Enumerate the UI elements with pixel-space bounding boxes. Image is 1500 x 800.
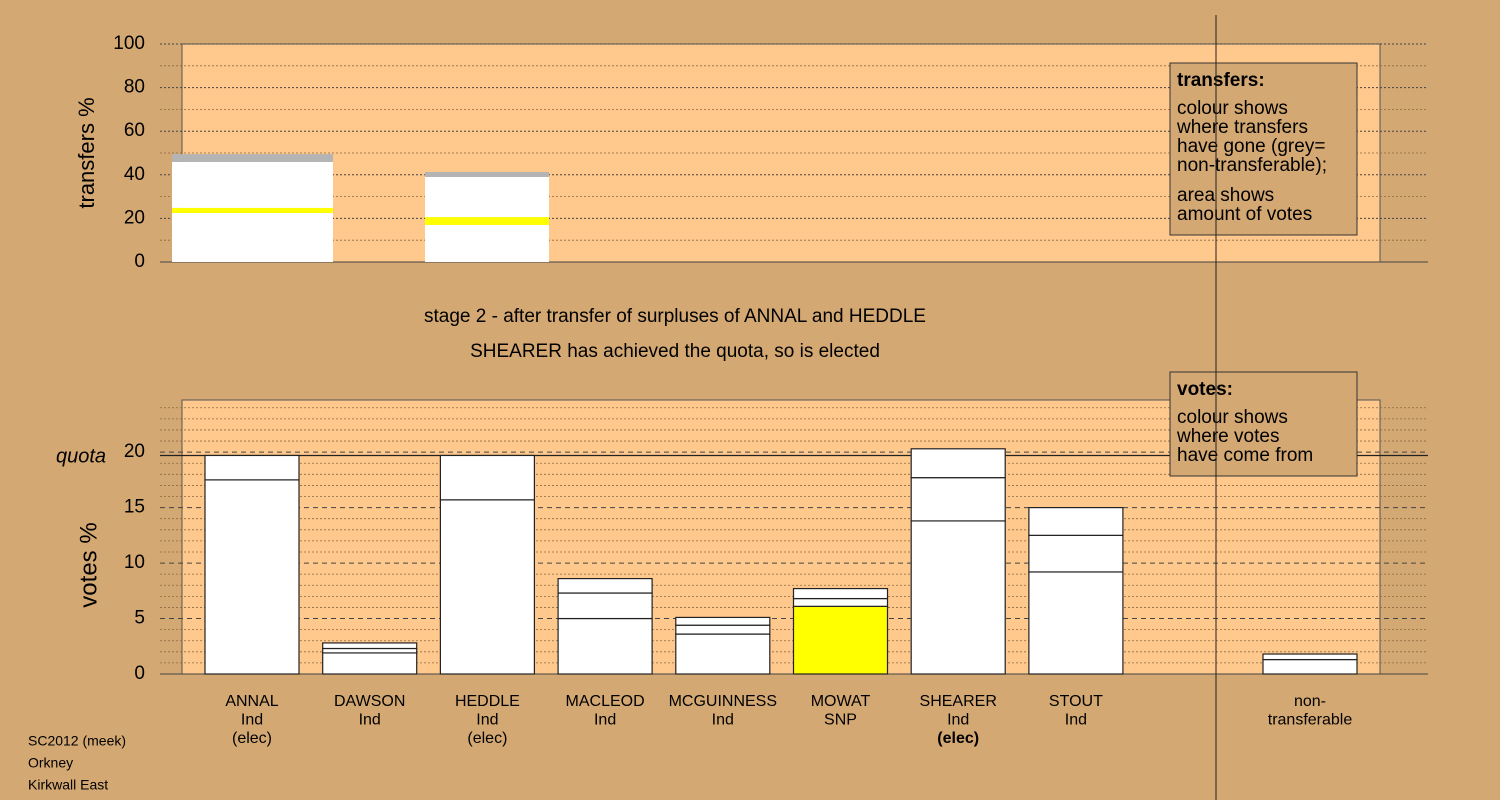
x-tick-label: transferable [1268, 712, 1353, 729]
x-tick-label: Ind [241, 712, 263, 729]
x-tick-label: ANNAL [225, 693, 278, 710]
bar-segment [172, 207, 333, 213]
x-tick-label: Ind [476, 712, 498, 729]
bar-segment [172, 212, 333, 262]
bar-segment [910, 477, 1006, 522]
y-tick-label: 100 [113, 33, 145, 54]
y-tick-label: 20 [124, 441, 145, 462]
x-tick-label: HEDDLE [455, 693, 520, 710]
bar-segment [322, 652, 418, 675]
footer-text: Kirkwall East [28, 777, 108, 793]
bar-segment [557, 617, 653, 675]
bar-segment [1262, 653, 1358, 661]
legend-box [1169, 371, 1358, 477]
bar-segment [425, 224, 549, 262]
x-tick-label: Ind [712, 712, 734, 729]
bar-segment [322, 647, 418, 654]
bar-segment [204, 454, 300, 481]
bar-segment [204, 479, 300, 675]
legend-text: where transfers [1176, 117, 1308, 138]
bar-segment [425, 176, 549, 218]
y-tick-label: 60 [124, 120, 145, 141]
bar-segment [1028, 571, 1124, 675]
quota-label: quota [56, 446, 106, 468]
legend-text: have gone (grey= [1177, 136, 1325, 157]
x-tick-label: (elec) [937, 730, 979, 747]
bar-segment [675, 616, 771, 626]
x-tick-label: STOUT [1049, 693, 1103, 710]
y-axis-label: transfers % [74, 97, 99, 208]
bar-segment [792, 587, 889, 600]
chart-title: SHEARER has achieved the quota, so is el… [470, 341, 880, 362]
x-tick-label: Ind [359, 712, 381, 729]
legend-text: colour shows [1177, 98, 1288, 119]
y-tick-label: 0 [134, 251, 145, 272]
bar-segment [675, 624, 771, 635]
bar-segment [675, 633, 771, 675]
bar-segment [1028, 507, 1124, 536]
bar-segment [910, 448, 1006, 479]
footer-text: SC2012 (meek) [28, 733, 126, 749]
bar-segment [172, 161, 333, 208]
x-tick-label: MCGUINNESS [669, 693, 777, 710]
y-axis-label: votes % [75, 522, 102, 607]
legend-title: votes: [1177, 379, 1233, 400]
chart-title: stage 2 - after transfer of surpluses of… [424, 306, 926, 327]
bar-segment [792, 605, 889, 675]
legend-text: have come from [1177, 445, 1313, 466]
legend-text: non-transferable); [1177, 155, 1327, 176]
legend-text: colour shows [1177, 407, 1288, 428]
x-tick-label: MACLEOD [566, 693, 645, 710]
x-tick-label: (elec) [232, 730, 272, 747]
x-tick-label: Ind [1065, 712, 1087, 729]
footer-text: Orkney [28, 755, 73, 771]
bar-segment [425, 171, 549, 177]
bar-segment [322, 642, 418, 650]
legend-text: amount of votes [1177, 204, 1312, 225]
bar-segment [439, 454, 535, 501]
x-tick-label: DAWSON [334, 693, 405, 710]
legend-text: area shows [1177, 185, 1274, 206]
y-tick-label: 80 [124, 77, 145, 98]
x-tick-label: Ind [594, 712, 616, 729]
bar-segment [1262, 658, 1358, 675]
bar-segment [172, 154, 333, 162]
bar-segment [439, 499, 535, 675]
y-tick-label: 20 [124, 207, 145, 228]
bar-segment [557, 577, 653, 594]
x-tick-label: (elec) [467, 730, 507, 747]
y-tick-label: 15 [124, 497, 145, 518]
x-tick-label: SHEARER [920, 693, 997, 710]
bar-segment [425, 217, 549, 225]
legend-box [1169, 62, 1358, 236]
bar-segment [1028, 534, 1124, 573]
x-tick-label: Ind [947, 712, 969, 729]
legend-title: transfers: [1177, 70, 1265, 91]
y-tick-label: 10 [124, 552, 145, 573]
y-tick-label: 0 [134, 663, 145, 684]
x-tick-label: non- [1294, 693, 1326, 710]
bar-segment [557, 592, 653, 620]
legend-text: where votes [1176, 426, 1279, 447]
y-tick-label: 5 [134, 608, 145, 629]
y-tick-label: 40 [124, 164, 145, 185]
x-tick-label: MOWAT [811, 693, 871, 710]
x-tick-label: SNP [824, 712, 857, 729]
bar-segment [910, 520, 1006, 675]
bar-segment [792, 597, 889, 607]
